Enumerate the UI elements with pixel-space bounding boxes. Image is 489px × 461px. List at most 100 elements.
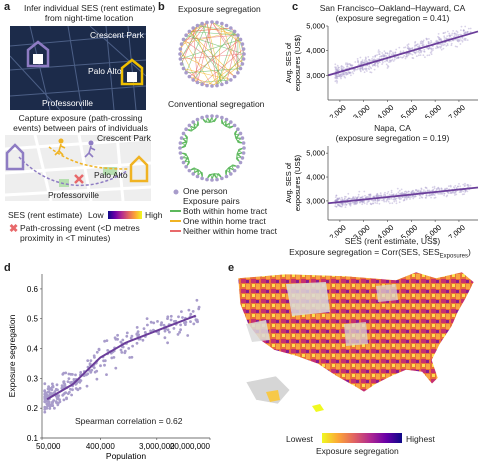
scatter-point — [389, 59, 392, 62]
y-tick-label: 3,000 — [306, 196, 325, 205]
scatter-point — [381, 199, 383, 202]
scatter-point — [336, 199, 338, 202]
scatter-point — [458, 191, 461, 193]
scatter-point — [361, 200, 364, 203]
scatter-point — [419, 191, 421, 194]
scatter-point — [426, 190, 429, 192]
scatter-point — [418, 44, 421, 47]
scatter-point — [348, 197, 351, 200]
scatter-point — [449, 34, 451, 37]
scatter-point — [412, 195, 415, 198]
panel-c-label: c — [292, 1, 299, 13]
scatter-point — [341, 68, 344, 71]
scatter-point — [374, 199, 377, 202]
exposure-edge — [186, 68, 241, 74]
scatter-point — [425, 38, 428, 41]
scatter-point — [398, 196, 401, 199]
scatter-point — [394, 196, 396, 199]
scatter-point — [346, 65, 348, 68]
scatter-point — [54, 394, 58, 398]
scatter-point — [410, 53, 412, 55]
scatter-point — [372, 59, 375, 61]
scatter-point — [166, 341, 170, 345]
scatter-point — [367, 56, 370, 58]
scatter-point — [415, 44, 418, 47]
scatter-point — [430, 39, 432, 42]
scatter-point — [455, 193, 458, 196]
exposure-edge — [189, 39, 241, 77]
scatter-point — [381, 60, 384, 62]
person-node — [178, 151, 183, 155]
scatter-point — [145, 317, 149, 320]
scatter-point — [128, 356, 132, 359]
scatter-point — [335, 76, 338, 78]
scatter-point — [451, 191, 453, 194]
scatter-point — [466, 184, 469, 186]
person-node — [187, 29, 192, 34]
scatter-point — [335, 205, 338, 208]
scatter-point — [414, 45, 416, 47]
scatter-point — [377, 49, 380, 51]
scatter-point — [357, 195, 360, 198]
scatter-point — [402, 199, 405, 202]
person-node — [184, 127, 188, 131]
person-node — [232, 74, 237, 79]
scatter-point — [419, 191, 422, 193]
person-node — [215, 177, 219, 182]
scatter-point — [341, 72, 344, 74]
scatter-point — [395, 200, 398, 202]
scatter-point — [406, 192, 408, 195]
scatter-point — [368, 58, 370, 61]
scatter-point — [135, 341, 139, 345]
scatter-point — [336, 69, 339, 72]
scatter-point — [349, 72, 352, 74]
scatter-point — [422, 41, 424, 43]
scatter-point — [376, 193, 379, 196]
x-tick-label: 3,000,000 — [139, 442, 175, 451]
scatter-point — [390, 194, 393, 196]
panel-e-label: e — [228, 262, 235, 274]
scatter-point — [399, 56, 402, 58]
person-node — [220, 176, 224, 181]
scatter-point — [393, 56, 396, 59]
scatter-point — [344, 202, 347, 204]
scatter-point — [338, 75, 341, 78]
b-legend-neither: Neither within home tract — [183, 226, 278, 236]
x-tick-label: 6,000 — [423, 103, 443, 118]
scatter-point — [367, 61, 369, 63]
scatter-point — [110, 356, 114, 360]
scatter-point — [404, 192, 406, 195]
scatter-point — [123, 351, 127, 355]
scatter-point — [339, 76, 342, 78]
scatter-point — [376, 192, 379, 195]
scatter-point — [388, 51, 391, 53]
scatter-point — [392, 51, 394, 54]
scatter-point — [371, 58, 373, 60]
exposure-edge — [189, 27, 231, 32]
scatter-point — [428, 194, 431, 197]
scatter-point — [383, 54, 385, 57]
scatter-point — [335, 69, 338, 71]
scatter-point — [89, 370, 93, 374]
scatter-point — [464, 32, 466, 35]
scatter-point — [169, 318, 173, 322]
scatter-point — [197, 307, 201, 311]
scatter-point — [463, 193, 465, 195]
person-node — [205, 83, 209, 88]
scatter-point — [379, 194, 381, 197]
scatter-point — [432, 193, 435, 196]
scatter-point — [465, 189, 467, 192]
path-crossing-icon — [74, 174, 84, 184]
scatter-point — [378, 195, 381, 198]
y-axis-label: Avg. SES of — [284, 162, 293, 203]
scatter-point — [344, 76, 347, 79]
scatter-point — [335, 79, 338, 82]
scatter-point — [335, 66, 338, 69]
scatter-point — [390, 50, 393, 53]
scatter-point — [369, 59, 371, 62]
person-node — [232, 168, 237, 173]
scatter-point — [433, 197, 436, 199]
scatter-point — [417, 190, 420, 193]
scatter-point — [357, 193, 360, 196]
person-node — [179, 136, 184, 140]
